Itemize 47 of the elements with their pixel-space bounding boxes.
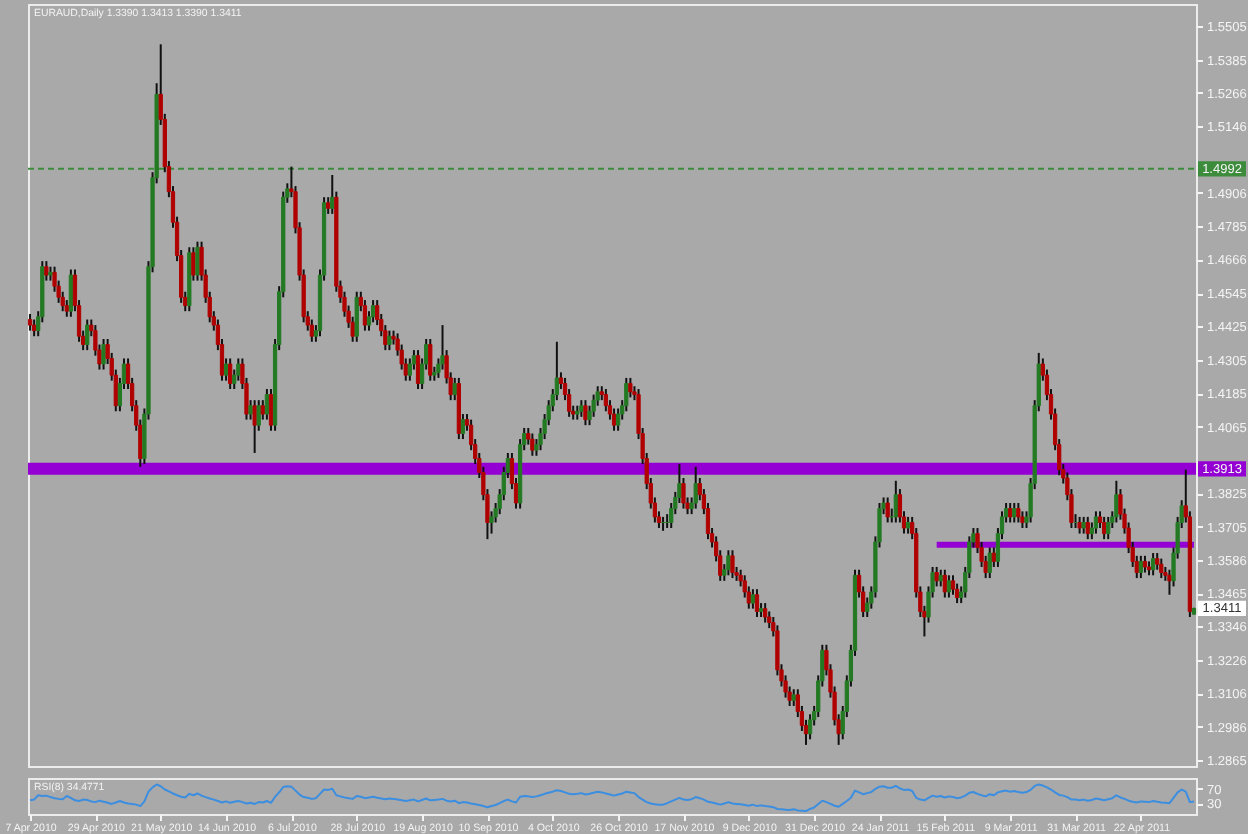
candlestick	[407, 357, 412, 382]
candlestick	[946, 574, 952, 599]
candlestick	[885, 496, 890, 524]
candlestick	[603, 388, 609, 413]
candlestick	[101, 337, 106, 371]
candlestick	[591, 393, 596, 418]
candlestick	[1085, 515, 1090, 541]
candlestick	[362, 299, 368, 332]
candlestick	[309, 318, 314, 343]
candlestick	[68, 268, 74, 318]
candlestick	[1016, 502, 1021, 524]
candlestick	[1101, 515, 1107, 541]
candlestick	[893, 479, 898, 524]
candlestick	[1093, 510, 1099, 535]
candlestick	[370, 299, 376, 324]
candlestick	[428, 337, 433, 382]
candlestick	[1114, 479, 1119, 524]
candlestick	[763, 602, 768, 624]
candlestick	[252, 399, 257, 454]
candlestick	[1008, 502, 1013, 524]
candlestick	[236, 357, 241, 382]
candlestick	[1159, 557, 1164, 580]
candlestick	[1138, 554, 1143, 580]
candlestick	[950, 574, 956, 596]
candlestick	[1106, 515, 1111, 541]
candlestick	[750, 588, 756, 610]
candlestick	[415, 349, 421, 391]
candlestick	[228, 357, 233, 391]
candlestick	[987, 546, 992, 580]
candlestick	[611, 407, 617, 432]
candlestick	[807, 713, 813, 741]
candlestick	[195, 240, 200, 282]
candlestick	[583, 399, 588, 427]
line-series	[29, 783, 1195, 813]
candlestick	[354, 290, 359, 343]
candlestick	[1012, 502, 1017, 524]
candlestick	[730, 549, 735, 580]
candlestick	[954, 582, 960, 605]
candlestick	[85, 318, 90, 352]
candlestick	[726, 549, 731, 577]
candlestick	[530, 432, 535, 457]
candlestick	[624, 376, 629, 413]
candlestick	[387, 329, 392, 352]
candlestick	[693, 465, 698, 510]
candlestick	[942, 568, 947, 599]
candlestick	[754, 588, 760, 618]
candlestick	[615, 407, 621, 432]
